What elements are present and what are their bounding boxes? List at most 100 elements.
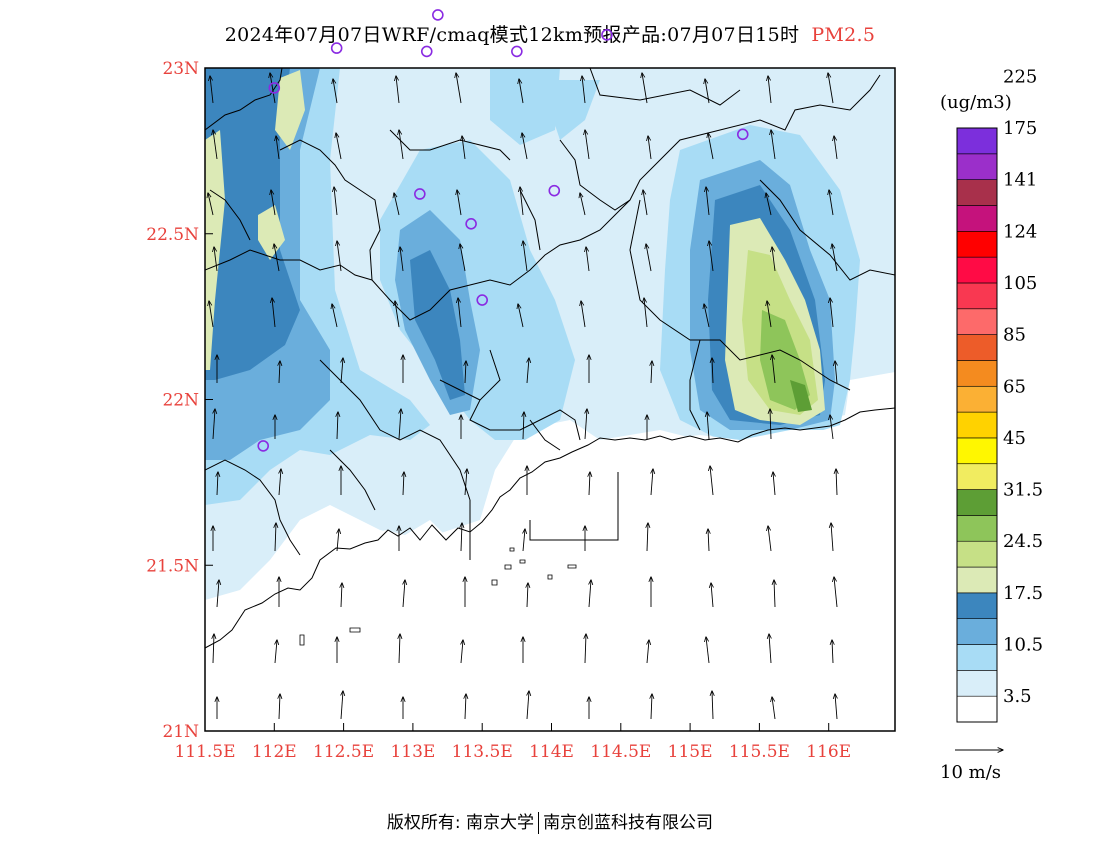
y-tick-label: 22.5N [146,225,199,245]
wind-arrow [279,469,281,496]
boundary-line [439,379,481,401]
wind-arrow [209,301,214,328]
station-marker [268,82,281,94]
wind-arrow [829,190,834,216]
pm25-region-14b [410,250,465,400]
wind-arrow [834,577,838,608]
colorbar-label: 3.5 [1003,686,1032,707]
colorbar-swatch [956,334,998,361]
boundary-line [689,339,701,431]
y-tick-label: 21N [162,722,199,742]
colorbar-label: 225 [1003,66,1037,87]
boundary-line [329,449,376,511]
x-tick-label: 114.5E [590,742,651,762]
colorbar: 3.5 10.5 17.5 24.5 31.5 45 65 85 105 124 141 175 225 [956,66,1043,723]
wind-arrow [217,472,218,496]
copyright-left: 版权所有: 南京大学 [386,813,535,833]
wind-arrow [642,73,648,104]
wind-arrow [527,358,529,384]
wind-arrow [523,412,524,440]
station-marker [736,128,749,141]
boundary-line [319,359,471,501]
wind-arrow [332,304,338,328]
y-tick-label: 23N [162,59,199,79]
wind-arrow [647,523,648,552]
wind-arrow [276,136,280,160]
station-marker [330,42,343,54]
wind-arrow [337,241,342,272]
colorbar-swatch [956,515,998,542]
copyright-footer: 版权所有: 南京大学 南京创蓝科技有限公司 [0,808,1100,834]
wind-arrow [270,73,276,104]
pm25-region-28 [790,380,812,412]
wind-arrow [708,133,714,160]
wind-arrow [768,76,772,104]
boundary-line [759,179,895,281]
wind-arrow [210,76,214,104]
wind-arrow [275,640,277,664]
boundary-line [389,129,511,161]
wind-arrow [585,130,590,160]
wind-arrow [830,298,834,328]
wind-arrow [828,73,834,104]
wind-reference-label: 10 m/s [940,762,1001,783]
colorbar-swatch [956,592,998,619]
wind-arrow [523,241,528,272]
station-marker [511,45,523,58]
wind-arrow [403,580,405,608]
wind-arrow [519,79,524,104]
station-marker [465,218,477,230]
colorbar-swatch [956,256,998,284]
wind-arrow [769,634,771,664]
wind-arrow [399,130,404,160]
pm25-region-17p5c [258,205,285,260]
wind-arrow [208,193,214,216]
boundary-line [205,68,283,131]
wind-arrow [527,691,529,720]
wind-arrow [580,193,586,216]
colorbar-swatch [956,231,998,258]
wind-arrow [832,244,838,272]
wind-arrow [520,187,524,216]
footer-separator [538,812,540,834]
wind-arrow [272,298,276,328]
wind-arrow [830,415,834,440]
wind-arrow [643,190,648,216]
station-marker [476,294,489,306]
wind-arrow [403,472,404,496]
axes: 111.5E 112E 112.5E 113E 113.5E 114E 114.5E 115E… [146,59,851,762]
boundary-line [279,139,381,281]
wind-arrow [337,412,338,440]
colorbar-swatch [956,179,998,206]
colorbar-swatch [956,153,998,180]
station-markers [257,9,749,452]
station-marker [548,184,561,197]
sea-area [205,410,895,731]
island [504,564,512,570]
colorbar-swatch [956,644,998,671]
wind-arrow [831,523,833,552]
colorbar-swatch [956,411,998,439]
wind-arrow [465,694,466,720]
wind-arrow [214,247,218,272]
pm25-region-17p5 [275,70,305,150]
x-tick-label: 113E [390,742,435,762]
wind-arrow [518,304,524,328]
wind-arrow [772,247,776,272]
title-variable: PM2.5 [811,24,876,46]
wind-arrow [651,361,652,384]
island [547,574,553,580]
wind-arrow [651,469,653,496]
y-tick-label: 21.5N [146,556,199,576]
colorbar-label: 10.5 [1003,635,1043,656]
wind-arrow [706,637,710,664]
y-tick-label: 22N [162,391,199,411]
colorbar-swatch [956,566,998,594]
colorbar-label: 175 [1003,118,1037,139]
x-tick-label: 111.5E [174,742,235,762]
wind-arrow [836,469,837,496]
colorbar-swatch [956,695,998,723]
pm25-region-14 [205,68,300,380]
boundary-line [629,199,851,391]
colorbar-swatch [956,282,998,310]
